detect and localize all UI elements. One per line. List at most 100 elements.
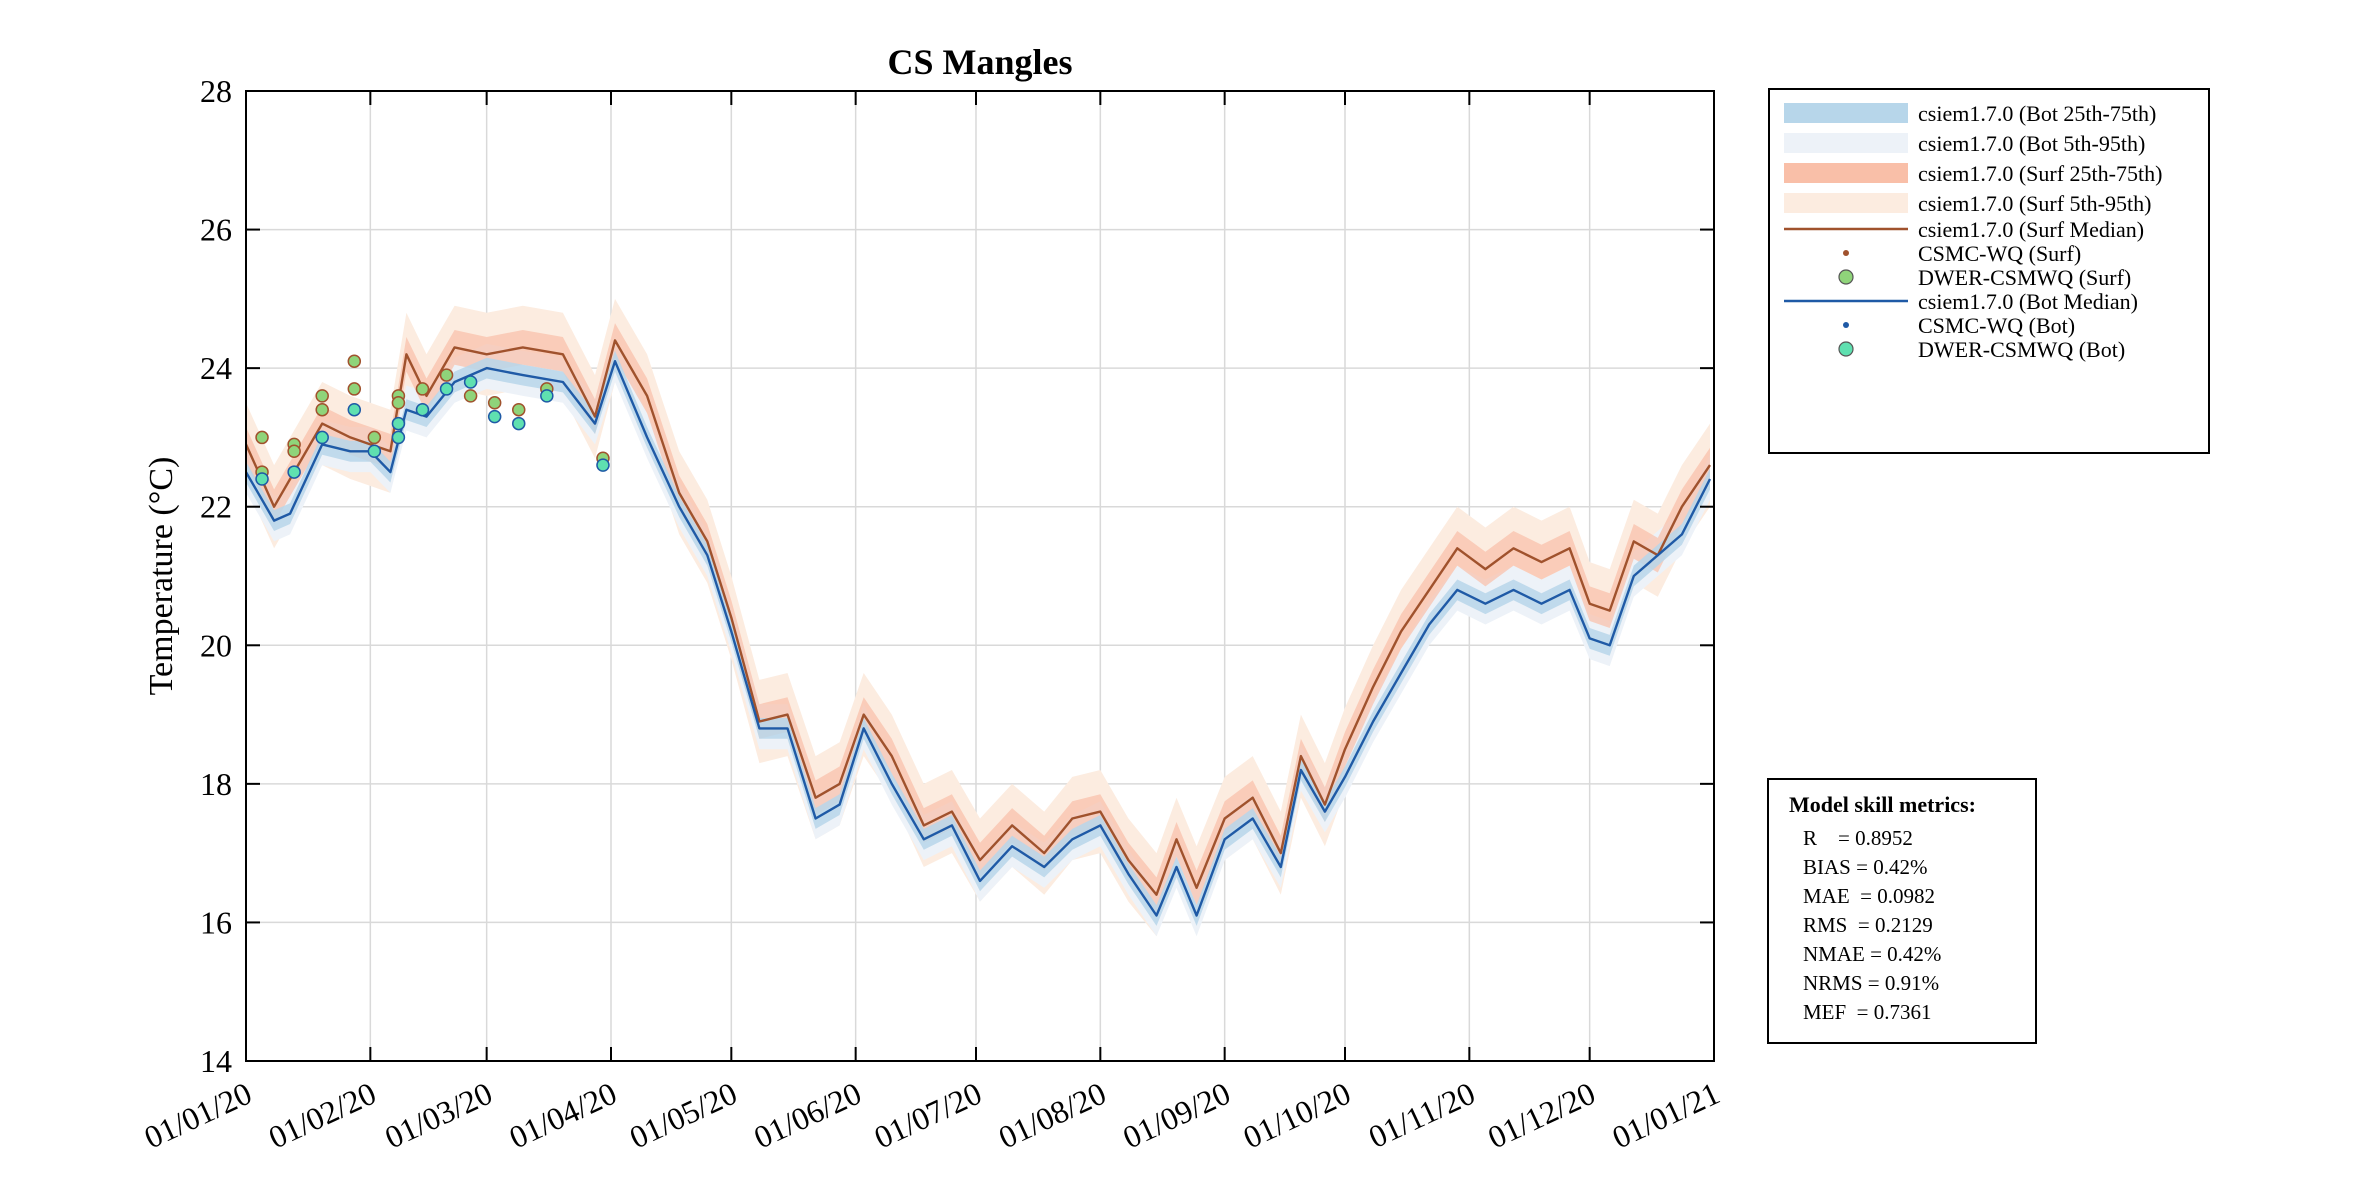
bot-obs-point — [511, 416, 526, 431]
x-tick-label: 01/08/20 — [993, 1075, 1111, 1156]
y-tick-label: 28 — [200, 73, 232, 109]
metric-line: NMAE = 0.42% — [1803, 942, 1942, 966]
legend-swatch — [1838, 341, 1854, 357]
bot-median-line — [244, 360, 1712, 917]
bot-obs-point — [391, 416, 406, 431]
bot-obs-point — [391, 430, 406, 445]
legend-swatch — [1784, 193, 1908, 213]
x-tick-label: 01/06/20 — [748, 1075, 866, 1156]
metric-line: NRMS = 0.91% — [1803, 971, 1940, 995]
bot-obs-point — [540, 389, 554, 403]
legend-circle-swatch — [1838, 269, 1854, 285]
legend-item: csiem1.7.0 (Surf Median) — [1770, 214, 2208, 244]
legend-swatch — [1843, 250, 1849, 256]
metric-line: BIAS = 0.42% — [1803, 855, 1928, 879]
legend-item: csiem1.7.0 (Bot 25th-75th) — [1770, 98, 2208, 128]
legend-dot-swatch — [1843, 322, 1849, 328]
bot-obs-point — [415, 402, 430, 417]
bot-obs-point — [255, 472, 269, 486]
legend-circle-swatch — [1838, 341, 1854, 357]
legend-swatch — [1843, 322, 1849, 328]
legend: csiem1.7.0 (Bot 25th-75th) csiem1.7.0 (Bo… — [1768, 88, 2210, 454]
y-tick-label: 22 — [200, 489, 232, 525]
legend-swatch — [1784, 163, 1908, 183]
surf-obs-point — [315, 402, 329, 417]
model-skill-metrics: Model skill metrics: R = 0.8952 BIAS = 0.… — [1767, 778, 2037, 1044]
surf-obs-point — [347, 382, 362, 396]
median-lines — [244, 339, 1712, 917]
legend-item: csiem1.7.0 (Bot 5th-95th) — [1770, 128, 2208, 158]
legend-swatch — [1784, 103, 1908, 123]
legend-swatch — [1838, 269, 1854, 285]
legend-label: CSMC-WQ (Surf) — [1918, 241, 2082, 266]
x-tick-label: 01/09/20 — [1117, 1075, 1235, 1156]
legend-label: csiem1.7.0 (Bot 25th-75th) — [1918, 101, 2157, 126]
legend-band-swatch — [1784, 133, 1908, 153]
legend-item: DWER-CSMWQ (Bot) — [1770, 334, 2208, 364]
surf-obs-point — [439, 368, 454, 382]
y-tick-label: 16 — [200, 904, 232, 940]
legend-item: csiem1.7.0 (Bot Median) — [1770, 286, 2208, 316]
x-tick-label: 01/12/20 — [1482, 1075, 1600, 1156]
x-tick-label: 01/01/21 — [1607, 1075, 1725, 1156]
legend-swatch — [1784, 227, 1908, 231]
legend-item: csiem1.7.0 (Surf 5th-95th) — [1770, 188, 2208, 218]
legend-label: csiem1.7.0 (Surf Median) — [1918, 217, 2145, 242]
bot-25-75-band — [246, 350, 1710, 926]
surf-obs-point — [367, 430, 382, 445]
chart-title: CS Mangles — [887, 42, 1072, 82]
y-axis-label: Temperature (°C) — [143, 457, 180, 696]
surf-obs-point — [255, 430, 269, 445]
y-tick-label: 26 — [200, 212, 232, 248]
legend-label: DWER-CSMWQ (Surf) — [1918, 265, 2132, 290]
surf-obs-point — [347, 354, 362, 368]
bot-obs-point — [487, 409, 502, 424]
y-axis-ticks: 14 16 18 20 22 24 26 28 — [200, 73, 1714, 1079]
surf-obs-point — [315, 389, 329, 403]
legend-item: DWER-CSMWQ (Surf) — [1770, 262, 2208, 292]
bot-obs-point — [439, 382, 454, 396]
x-tick-label: 01/10/20 — [1238, 1075, 1356, 1156]
legend-swatch — [1784, 299, 1908, 303]
bot-obs-point — [315, 430, 329, 445]
plot-frame — [245, 90, 1715, 1062]
surf-25-75-band — [246, 323, 1710, 913]
x-tick-label: 01/11/20 — [1363, 1075, 1480, 1155]
legend-item: CSMC-WQ (Surf) — [1770, 238, 2208, 268]
grid-lines — [246, 91, 1714, 1061]
legend-item: csiem1.7.0 (Surf 25th-75th) — [1770, 158, 2208, 188]
legend-band-swatch — [1784, 103, 1908, 123]
legend-band-swatch — [1784, 163, 1908, 183]
surf-obs-point — [487, 396, 502, 410]
bot-obs-point — [367, 444, 382, 459]
surf-obs-point — [463, 389, 478, 403]
x-tick-label: 01/04/20 — [504, 1075, 622, 1156]
legend-label: csiem1.7.0 (Surf 25th-75th) — [1918, 161, 2163, 186]
bot-obs-point — [596, 458, 610, 472]
surf-obs-point — [287, 444, 301, 459]
y-tick-label: 20 — [200, 627, 232, 663]
legend-label: CSMC-WQ (Bot) — [1918, 313, 2076, 338]
metrics-title: Model skill metrics: — [1789, 792, 1976, 817]
metric-line: MAE = 0.0982 — [1803, 884, 1936, 908]
legend-label: csiem1.7.0 (Surf 5th-95th) — [1918, 191, 2152, 216]
y-tick-label: 14 — [200, 1043, 232, 1079]
y-tick-label: 18 — [200, 766, 232, 802]
x-tick-label: 01/02/20 — [263, 1075, 381, 1156]
legend-item: CSMC-WQ (Bot) — [1770, 310, 2208, 340]
legend-label: DWER-CSMWQ (Bot) — [1918, 337, 2126, 362]
legend-swatch — [1784, 133, 1908, 153]
observation-points — [255, 354, 610, 486]
legend-label: csiem1.7.0 (Bot 5th-95th) — [1918, 131, 2146, 156]
bot-obs-point — [347, 402, 362, 417]
metric-line: R = 0.8952 — [1803, 826, 1913, 850]
legend-band-swatch — [1784, 193, 1908, 213]
x-tick-label: 01/01/20 — [139, 1075, 257, 1156]
bot-obs-point — [463, 375, 478, 389]
x-tick-label: 01/05/20 — [624, 1075, 742, 1156]
x-tick-label: 01/03/20 — [379, 1075, 497, 1156]
x-tick-label: 01/07/20 — [869, 1075, 987, 1156]
surf-obs-point — [415, 382, 430, 396]
surf-median-line — [244, 339, 1711, 896]
